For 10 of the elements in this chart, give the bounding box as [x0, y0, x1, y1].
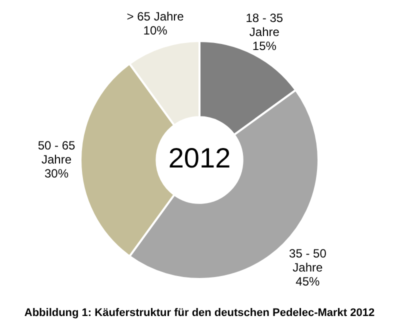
- slice-label: 35 - 50 Jahre: [289, 246, 327, 274]
- data-label: 15%: [252, 38, 277, 53]
- slice-label: 18 - 35 Jahre: [246, 10, 284, 39]
- data-label: 10%: [143, 23, 168, 38]
- slice-label: 50 - 65 Jahre: [38, 138, 76, 166]
- text: 2012: [168, 142, 231, 174]
- text: Abbildung 1: Käuferstruktur für den deutschen Pedelec-Markt 2012: [24, 307, 375, 320]
- data-label: 30%: [44, 166, 69, 180]
- data-label: 45%: [296, 274, 320, 288]
- slice-label: > 65 Jahre: [126, 9, 184, 24]
